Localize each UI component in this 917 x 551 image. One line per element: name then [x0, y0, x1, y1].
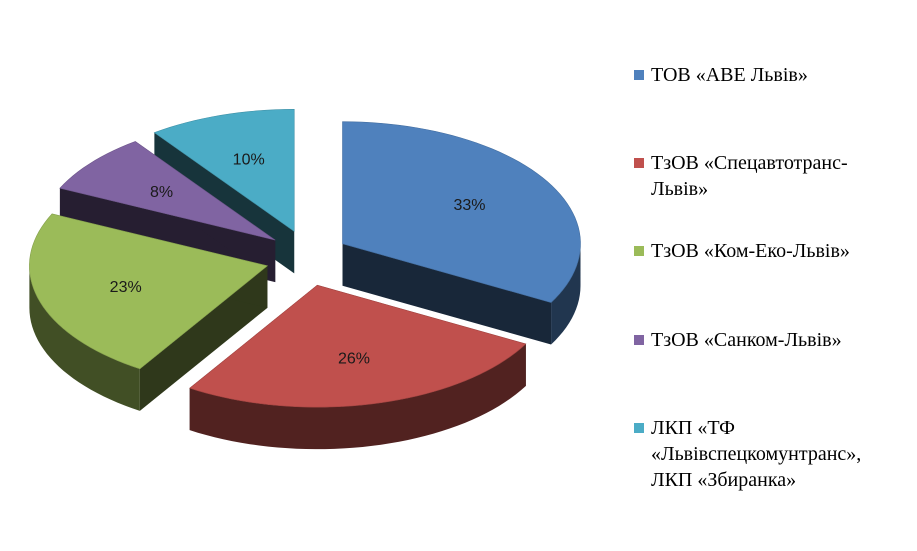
slice-2-side [29, 265, 140, 411]
pie-slice-2 [29, 213, 269, 370]
legend-label-0: ТОВ «АВЕ Львів» [651, 64, 808, 86]
slice-0-value-label: 33% [453, 197, 485, 214]
chart-legend: ТОВ «АВЕ Львів» ТзОВ «Спецавтотранс- Льв… [634, 0, 917, 551]
pie-chart-svg: 33% 26% 23% 8% 10% [29, 109, 581, 450]
pie-slice-4 [153, 109, 295, 232]
slice-4-value-label: 10% [233, 151, 265, 168]
legend-label-2: ТзОВ «Ком-Еко-Львів» [651, 240, 850, 262]
legend-swatch-1 [634, 158, 644, 168]
slice-0-side [551, 243, 581, 345]
slice-1-value-label: 26% [338, 350, 370, 367]
legend-swatch-3 [634, 335, 644, 345]
legend-label-3: ТзОВ «Санком-Львів» [651, 329, 842, 351]
legend-item-1: ТзОВ «Спецавтотранс- Львів» [634, 150, 914, 202]
legend-item-3: ТзОВ «Санком-Львів» [634, 327, 914, 353]
legend-item-2: ТзОВ «Ком-Еко-Львів» [634, 238, 914, 264]
legend-swatch-0 [634, 70, 644, 80]
slice-3-value-label: 8% [150, 184, 173, 201]
legend-item-0: ТОВ «АВЕ Львів» [634, 62, 914, 88]
slice-0-wall-1 [342, 243, 552, 345]
slice-1-side [189, 343, 526, 450]
legend-swatch-4 [634, 423, 644, 433]
pie-slice-1 [189, 284, 527, 408]
legend-label-4: ЛКП «ТФ «Львівспецкомунтранс», ЛКП «Збир… [651, 417, 862, 491]
legend-label-1: ТзОВ «Спецавтотранс- Львів» [651, 152, 848, 200]
pie-slice-3 [59, 141, 276, 241]
slice-2-wall-0 [139, 265, 268, 411]
legend-swatch-2 [634, 246, 644, 256]
pie-slice-0 [342, 121, 581, 303]
pie-chart: 33% 26% 23% 8% 10% [29, 109, 581, 450]
legend-item-4: ЛКП «ТФ «Львівспецкомунтранс», ЛКП «Збир… [634, 415, 914, 493]
slice-2-value-label: 23% [110, 279, 142, 296]
